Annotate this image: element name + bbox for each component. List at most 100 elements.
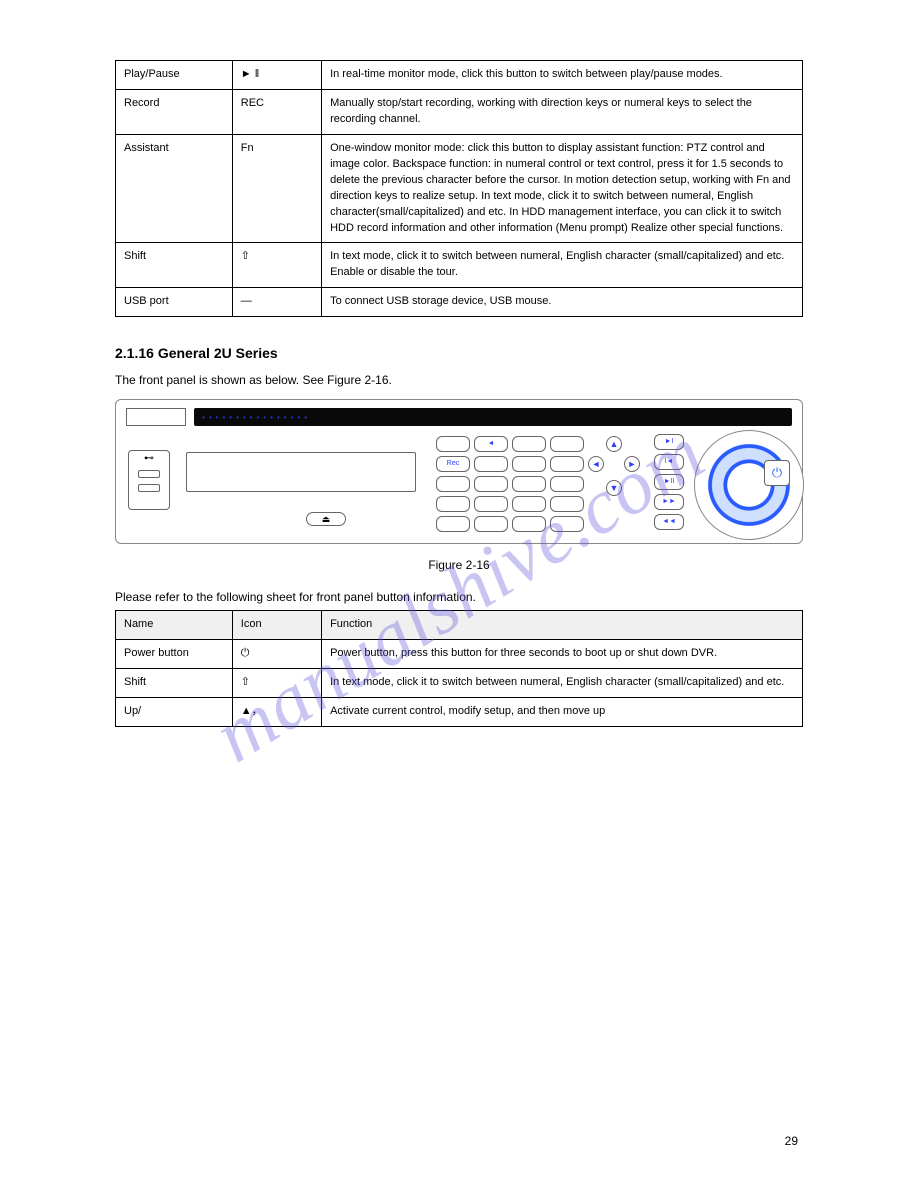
keypad-button	[436, 516, 470, 532]
keypad-button	[474, 476, 508, 492]
cell-icon: ⇧	[232, 669, 321, 698]
led-dot: •	[202, 413, 205, 422]
cell-name: Record	[116, 89, 233, 134]
keypad-button	[550, 496, 584, 512]
cell-icon: REC	[232, 89, 321, 134]
led-dot: •	[257, 413, 260, 422]
cell-name: USB port	[116, 288, 233, 317]
keypad-button	[550, 476, 584, 492]
keypad-grid: ◄ Rec	[436, 436, 584, 532]
cell-icon: ⇧	[232, 243, 321, 288]
front-panel-table-1: Play/Pause ► ‖ In real-time monitor mode…	[115, 60, 803, 317]
keypad-button	[474, 496, 508, 512]
led-dot: •	[216, 413, 219, 422]
table-row: Record REC Manually stop/start recording…	[116, 89, 803, 134]
table-row: Play/Pause ► ‖ In real-time monitor mode…	[116, 61, 803, 90]
cell-icon: —	[232, 288, 321, 317]
playback-button: ►►	[654, 494, 684, 510]
page-content: Play/Pause ► ‖ In real-time monitor mode…	[0, 0, 918, 767]
table-caption: Please refer to the following sheet for …	[115, 590, 803, 604]
keypad-button	[474, 516, 508, 532]
section-title: 2.1.16 General 2U Series	[115, 345, 803, 361]
cell-icon: ⏻	[232, 640, 321, 669]
figure-caption: Figure 2-16	[115, 558, 803, 572]
led-dot: •	[270, 413, 273, 422]
playback-button: ►II	[654, 474, 684, 490]
led-dot: •	[263, 413, 266, 422]
cell-name: Power button	[116, 640, 233, 669]
cell-name: Play/Pause	[116, 61, 233, 90]
led-dot: •	[222, 413, 225, 422]
keypad-button	[550, 436, 584, 452]
usb-slot	[138, 484, 160, 492]
table-row: Assistant Fn One-window monitor mode: cl…	[116, 134, 803, 243]
keypad-button	[550, 456, 584, 472]
table-row: Power button ⏻ Power button, press this …	[116, 640, 803, 669]
cell-icon: Fn	[232, 134, 321, 243]
usb-slot	[138, 470, 160, 478]
dpad-left-icon: ◄	[588, 456, 604, 472]
keypad-button	[512, 496, 546, 512]
optical-drive-bay	[186, 452, 416, 492]
keypad-button: ◄	[474, 436, 508, 452]
cell-func: Activate current control, modify setup, …	[322, 698, 803, 727]
table-header-row: Name Icon Function	[116, 611, 803, 640]
playback-button: ◄◄	[654, 514, 684, 530]
page-number: 29	[785, 1134, 798, 1148]
col-header-func: Function	[322, 611, 803, 640]
cell-func: One-window monitor mode: click this butt…	[322, 134, 803, 243]
col-header-name: Name	[116, 611, 233, 640]
cell-name: Shift	[116, 243, 233, 288]
led-dot: •	[297, 413, 300, 422]
keypad-button	[474, 456, 508, 472]
keypad-button	[512, 476, 546, 492]
led-indicator-strip: • • • • • • • • • • • • • • • •	[194, 408, 792, 426]
playback-button: ►I	[654, 434, 684, 450]
keypad-button	[550, 516, 584, 532]
keypad-button	[436, 436, 470, 452]
cell-func: To connect USB storage device, USB mouse…	[322, 288, 803, 317]
usb-icon: ⊷	[129, 453, 169, 464]
cell-icon: ▲，	[232, 698, 321, 727]
led-dot: •	[209, 413, 212, 422]
cell-func: Manually stop/start recording, working w…	[322, 89, 803, 134]
led-dot: •	[236, 413, 239, 422]
cell-func: Power button, press this button for thre…	[322, 640, 803, 669]
cell-icon: ► ‖	[232, 61, 321, 90]
led-dot: •	[250, 413, 253, 422]
col-header-icon: Icon	[232, 611, 321, 640]
keypad-button	[436, 476, 470, 492]
keypad-button	[512, 436, 546, 452]
device-front-panel-figure: • • • • • • • • • • • • • • • • ⊷ ⏏ ◄	[115, 399, 803, 544]
cell-name: Assistant	[116, 134, 233, 243]
cell-func: In real-time monitor mode, click this bu…	[322, 61, 803, 90]
keypad-button	[436, 496, 470, 512]
table-row: Up/ ▲， Activate current control, modify …	[116, 698, 803, 727]
playback-button: I◄	[654, 454, 684, 470]
cell-func: In text mode, click it to switch between…	[322, 669, 803, 698]
keypad-button: Rec	[436, 456, 470, 472]
led-dot: •	[284, 413, 287, 422]
led-dot: •	[291, 413, 294, 422]
cell-name: Shift	[116, 669, 233, 698]
keypad-button	[512, 456, 546, 472]
direction-pad: ▲ ▼ ◄ ►	[590, 436, 638, 484]
table-row: Shift ⇧ In text mode, click it to switch…	[116, 243, 803, 288]
brand-plate	[126, 408, 186, 426]
power-button: ⏻	[764, 460, 790, 486]
led-dot: •	[229, 413, 232, 422]
dpad-down-icon: ▼	[606, 480, 622, 496]
section-intro: The front panel is shown as below. See F…	[115, 371, 803, 389]
table-row: USB port — To connect USB storage device…	[116, 288, 803, 317]
keypad-button	[512, 516, 546, 532]
led-dot: •	[277, 413, 280, 422]
cell-func: In text mode, click it to switch between…	[322, 243, 803, 288]
table-row: Shift ⇧ In text mode, click it to switch…	[116, 669, 803, 698]
dpad-right-icon: ►	[624, 456, 640, 472]
dpad-up-icon: ▲	[606, 436, 622, 452]
playback-button-column: ►I I◄ ►II ►► ◄◄	[654, 434, 684, 530]
led-dot: •	[243, 413, 246, 422]
eject-button: ⏏	[306, 512, 346, 526]
cell-name: Up/	[116, 698, 233, 727]
led-dot: •	[304, 413, 307, 422]
